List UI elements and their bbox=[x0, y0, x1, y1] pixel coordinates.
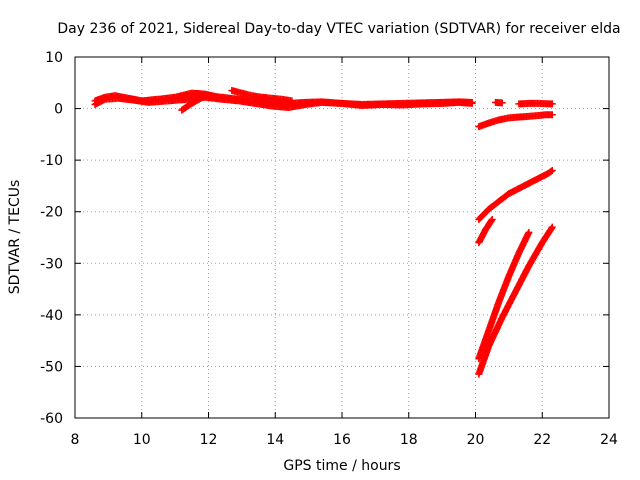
y-tick-label: 0 bbox=[54, 102, 63, 118]
data-layer bbox=[91, 87, 556, 378]
y-tick-label: 10 bbox=[45, 50, 63, 66]
data-point bbox=[525, 228, 533, 236]
x-tick-label: 18 bbox=[400, 432, 418, 448]
x-tick-label: 14 bbox=[266, 432, 284, 448]
series-arc-7 bbox=[475, 111, 556, 131]
series-arc-10 bbox=[475, 228, 533, 363]
tick-layer: 8 10 12 14 16 18 20 22 24 10 0 -10 -20 -30 -40 -50 -60 bbox=[40, 50, 618, 448]
chart-title: Day 236 of 2021, Sidereal Day-to-day VTE… bbox=[57, 21, 620, 37]
series-arc-5 bbox=[492, 98, 506, 107]
y-tick-label: -30 bbox=[40, 256, 63, 272]
data-point bbox=[288, 97, 296, 105]
data-point bbox=[548, 223, 556, 231]
data-point bbox=[498, 99, 506, 107]
data-point bbox=[548, 111, 556, 119]
y-tick-label: -50 bbox=[40, 359, 63, 375]
series-arc-3 bbox=[178, 92, 476, 114]
series-arc-11 bbox=[475, 223, 556, 378]
data-point bbox=[548, 166, 556, 174]
data-point-fill bbox=[547, 167, 555, 175]
series-arc-4 bbox=[228, 87, 296, 105]
x-tick-label: 24 bbox=[600, 432, 618, 448]
x-tick-label: 22 bbox=[533, 432, 551, 448]
series-arc-8 bbox=[475, 166, 556, 223]
y-tick-label: -20 bbox=[40, 205, 63, 221]
grid-layer bbox=[75, 57, 609, 418]
y-axis-label: SDTVAR / TECUs bbox=[7, 180, 23, 295]
series-arc-6 bbox=[515, 99, 556, 108]
data-point bbox=[548, 100, 556, 108]
y-tick-label: -60 bbox=[40, 411, 63, 427]
data-point bbox=[468, 98, 476, 106]
x-tick-label: 16 bbox=[333, 432, 351, 448]
x-tick-label: 8 bbox=[71, 432, 80, 448]
x-tick-label: 10 bbox=[133, 432, 151, 448]
data-point bbox=[488, 215, 496, 223]
x-tick-label: 20 bbox=[467, 432, 485, 448]
data-point-fill bbox=[547, 224, 555, 232]
x-tick-label: 12 bbox=[200, 432, 218, 448]
series-arc-9 bbox=[475, 215, 496, 247]
x-axis-label: GPS time / hours bbox=[283, 458, 400, 474]
y-tick-label: -10 bbox=[40, 153, 63, 169]
y-tick-label: -40 bbox=[40, 308, 63, 324]
